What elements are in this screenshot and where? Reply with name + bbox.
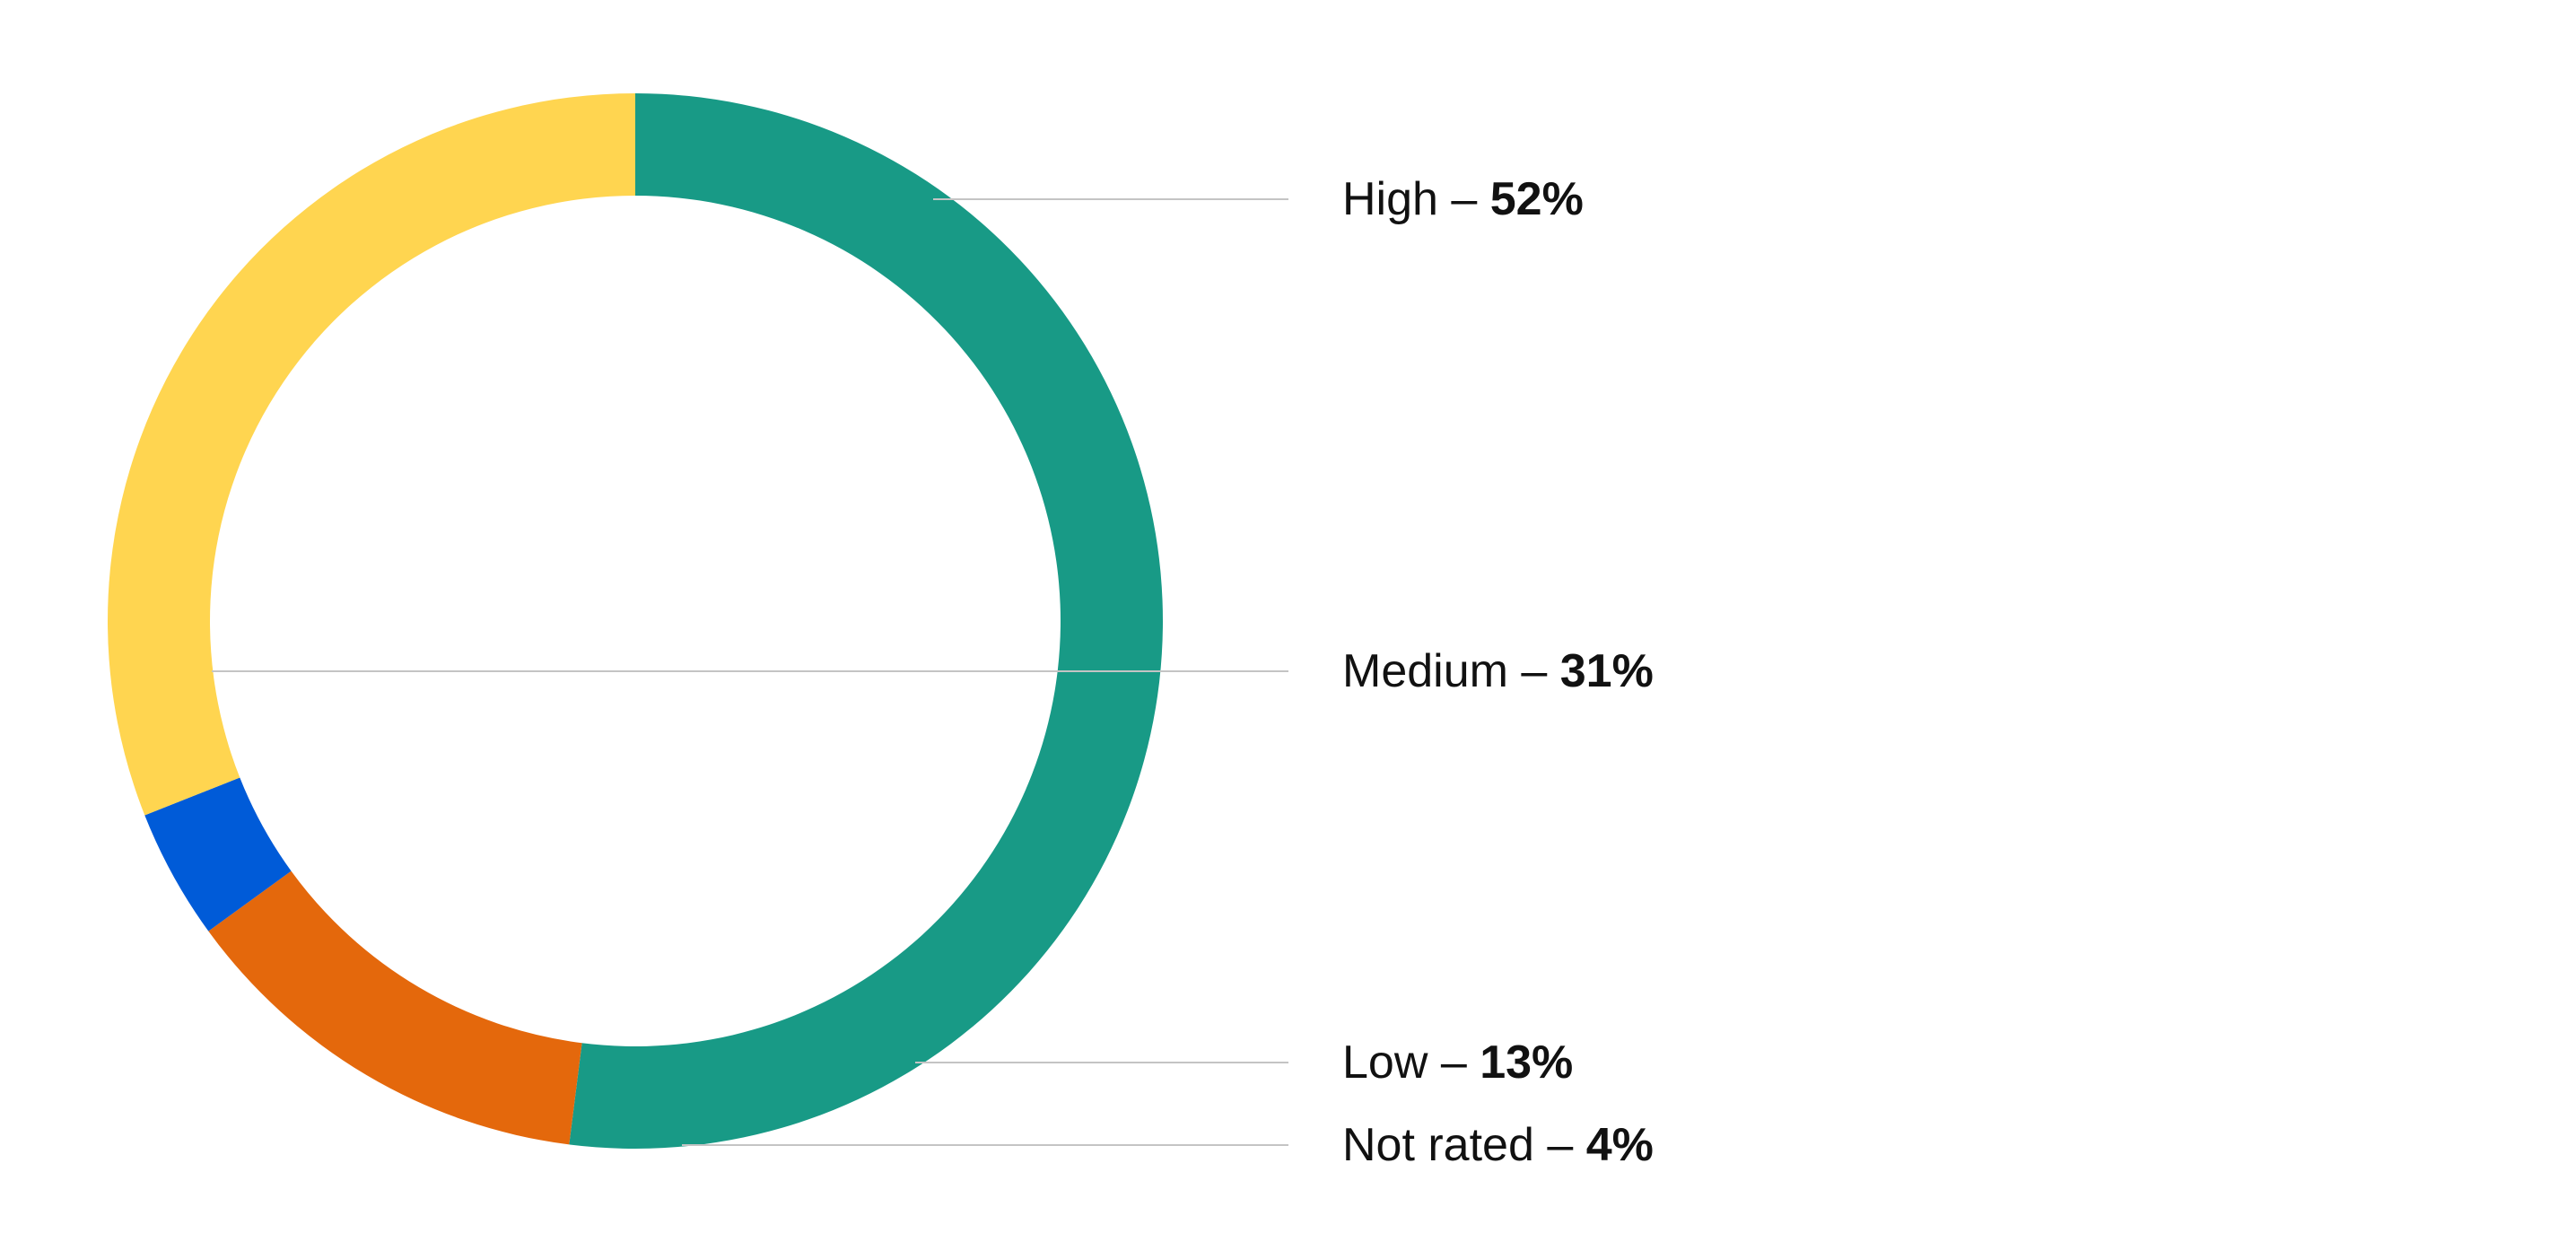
slice-label-not-rated: Not rated – 4% [1342,1119,1654,1171]
slice-label-name: Low – [1342,1036,1480,1089]
slice-label-name: Not rated – [1342,1119,1586,1171]
slice-label-name: Medium – [1342,645,1560,697]
donut-slices [108,93,1163,1149]
slice-label-medium: Medium – 31% [1342,645,1654,697]
slice-medium [108,93,636,816]
slice-label-high: High – 52% [1342,173,1584,225]
slice-labels: High – 52% Low – 13% Not rated – 4% Medium … [1342,173,1654,1171]
slice-label-value: 13% [1480,1036,1573,1089]
leader-lines [212,198,1288,1146]
slice-label-name: High – [1342,173,1490,225]
slice-label-value: 31% [1560,645,1654,697]
slice-high [569,93,1163,1149]
slice-label-value: 4% [1586,1119,1654,1171]
slice-low [208,870,582,1145]
slice-label-low: Low – 13% [1342,1036,1573,1089]
slice-label-value: 52% [1490,173,1584,225]
slice-not-rated [144,777,292,932]
